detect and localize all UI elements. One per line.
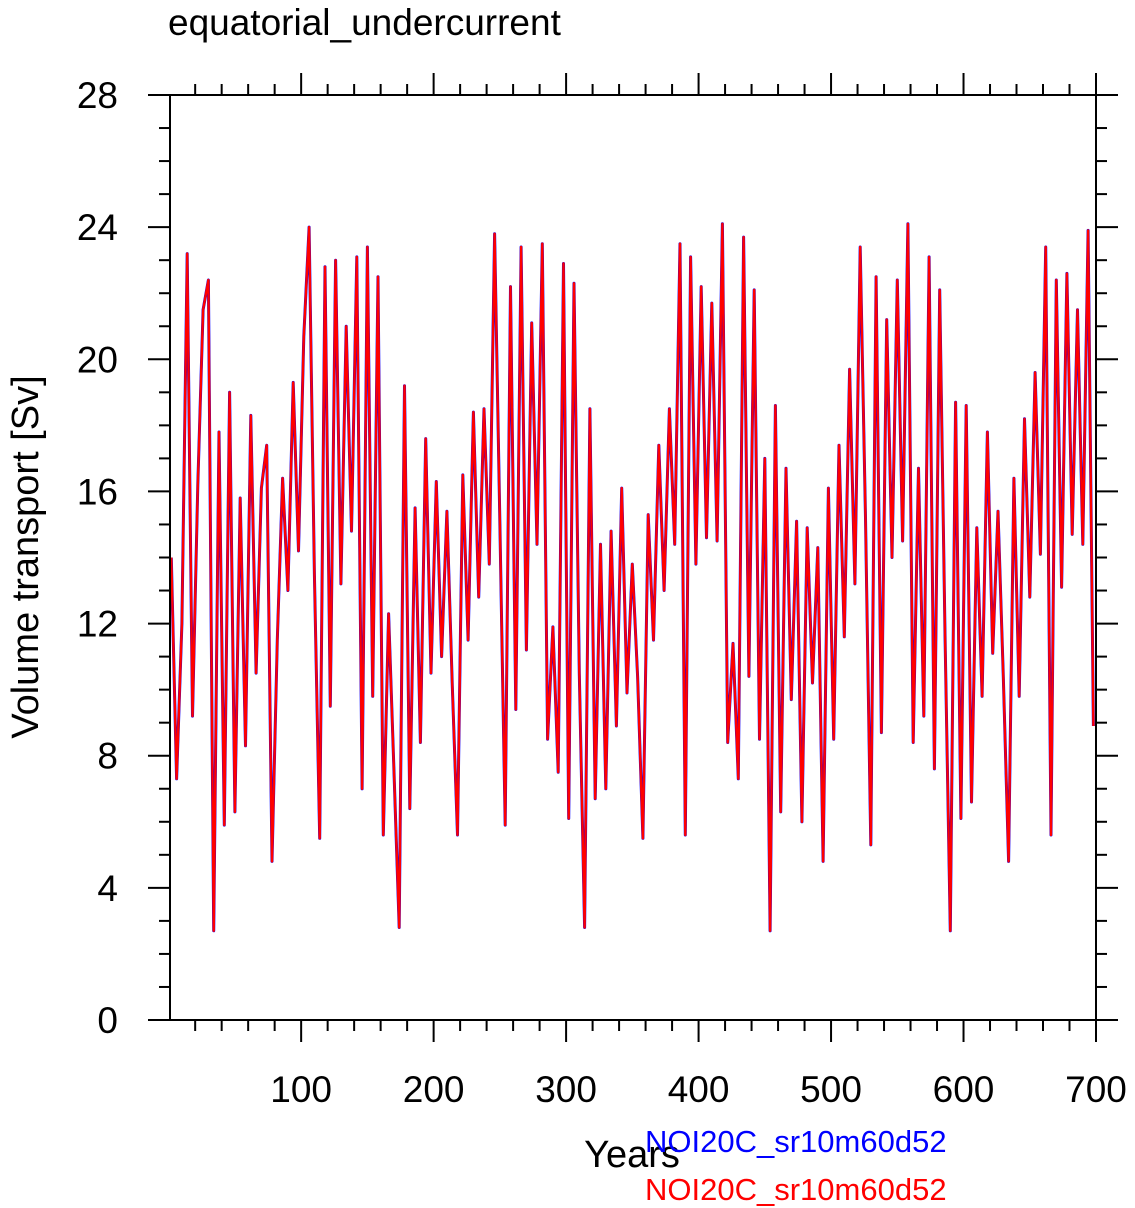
y-tick-label: 8 (97, 736, 118, 777)
x-tick-label: 700 (1065, 1069, 1127, 1110)
x-tick-label: 400 (668, 1069, 730, 1110)
plot-frame (169, 94, 1097, 1021)
legend-entry-red: NOI20C_sr10m60d52 (645, 1172, 947, 1207)
x-tick-label: 500 (800, 1069, 862, 1110)
x-tick-label: 100 (270, 1069, 332, 1110)
y-axis-label: Volume transport [Sv] (5, 375, 47, 738)
x-tick-label: 300 (535, 1069, 597, 1110)
y-tick-label: 12 (77, 604, 118, 645)
chart-title: equatorial_undercurrent (168, 2, 562, 43)
y-tick-label: 28 (77, 75, 118, 116)
series-lines (169, 222, 1095, 933)
axis-ticks (148, 73, 1118, 1042)
y-tick-label: 4 (97, 868, 118, 909)
x-axis-label: Years (584, 1134, 680, 1176)
y-tick-label: 24 (77, 207, 118, 248)
legend-entry-blue: NOI20C_sr10m60d52 (645, 1124, 947, 1159)
x-tick-label: 200 (403, 1069, 465, 1110)
series-line-red (170, 222, 1095, 932)
y-tick-label: 0 (97, 1000, 118, 1041)
y-tick-label: 20 (77, 339, 118, 380)
tick-labels: 100 200 300 400 500 600 700 0 4 8 12 16 20 24 28 (77, 75, 1127, 1110)
y-tick-label: 16 (77, 471, 118, 512)
x-tick-label: 600 (933, 1069, 995, 1110)
